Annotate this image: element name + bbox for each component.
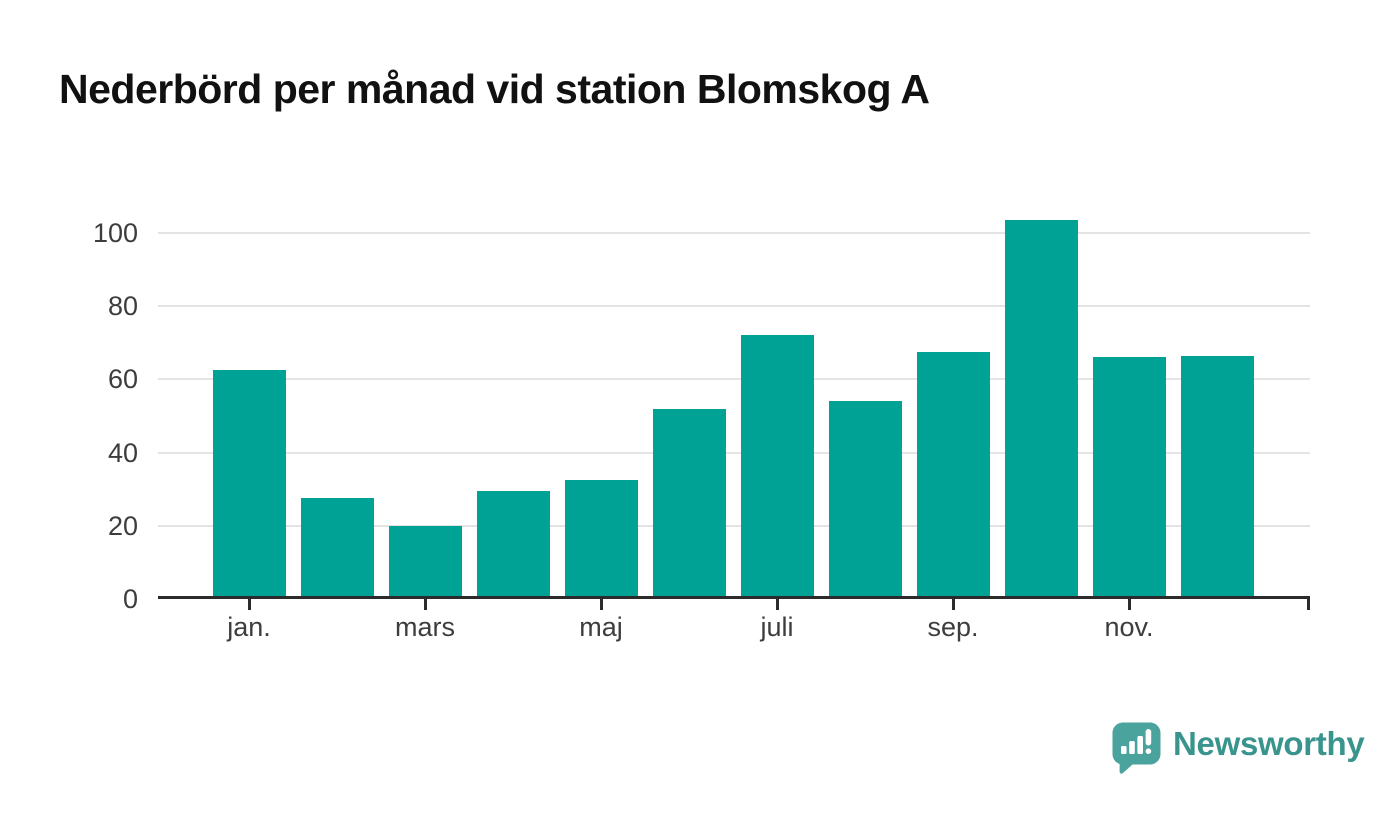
y-tick-label: 40 <box>107 437 138 468</box>
bar-dec. <box>1180 356 1254 599</box>
x-axis-tick <box>423 599 427 610</box>
y-tick-label: 20 <box>107 510 138 541</box>
speech-bubble-shape <box>1112 722 1161 774</box>
x-tick-label: maj <box>579 612 623 642</box>
x-tick-label: juli <box>760 612 794 642</box>
x-axis-tick <box>951 599 955 610</box>
y-tick-label: 0 <box>122 584 138 614</box>
x-axis-line <box>158 596 1310 599</box>
y-tick-label: 100 <box>92 218 138 248</box>
x-tick-label: sep. <box>927 612 979 642</box>
bar-okt. <box>1004 220 1078 599</box>
gridline <box>158 378 1310 381</box>
bar-juli <box>740 335 814 599</box>
bar-apr. <box>476 491 550 599</box>
bar-aug. <box>828 401 902 599</box>
bar-juni <box>652 409 726 599</box>
gridline <box>158 305 1310 308</box>
y-tick-label: 80 <box>107 291 138 322</box>
x-axis-tick <box>1127 599 1131 610</box>
bar-chart-exclamation-glyph <box>1121 729 1152 754</box>
bar-feb. <box>300 498 374 599</box>
bar-sep. <box>916 352 990 599</box>
x-axis-labels: jan. mars maj juli sep. nov. <box>158 610 1310 654</box>
x-axis-tick <box>247 599 251 610</box>
x-axis-tick <box>775 599 779 610</box>
x-tick-label: mars <box>395 612 455 642</box>
x-axis-tick <box>1307 599 1310 610</box>
x-tick-label: jan. <box>227 612 271 642</box>
x-axis-tick <box>599 599 603 610</box>
gridline <box>158 232 1310 234</box>
page-title: Nederbörd per månad vid station Blomskog… <box>59 66 930 112</box>
gridline <box>158 524 1310 527</box>
bar-maj <box>564 480 638 599</box>
y-axis-labels: 0 20 40 60 80 100 <box>0 160 148 614</box>
bar-jan. <box>212 370 286 599</box>
newsworthy-speech-bubble-chart-icon <box>1112 722 1161 774</box>
gridline <box>158 451 1310 454</box>
x-tick-label: nov. <box>1104 612 1154 642</box>
bar-nov. <box>1092 357 1166 599</box>
y-tick-label: 60 <box>107 364 138 395</box>
plot-area <box>158 160 1310 610</box>
newsworthy-logo: Newsworthy <box>1112 722 1365 774</box>
bar-mars <box>388 526 462 599</box>
brand-name: Newsworthy <box>1173 725 1365 762</box>
